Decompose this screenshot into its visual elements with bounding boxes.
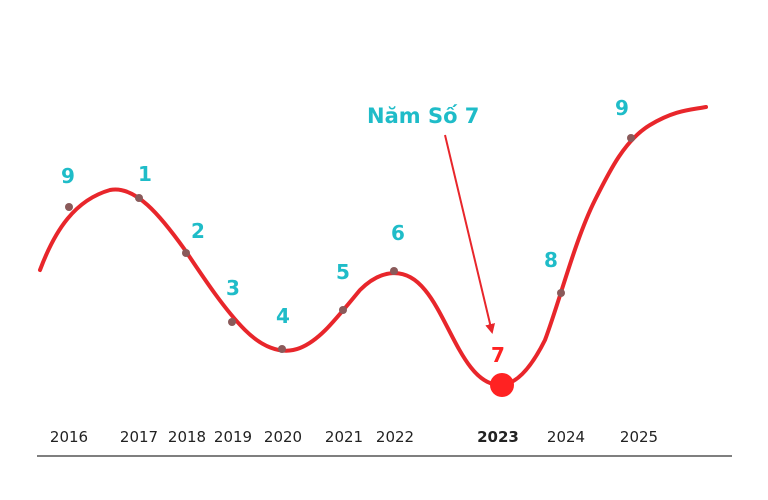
x-tick-label: 2019: [214, 428, 252, 446]
point-label: 2: [191, 219, 205, 243]
data-point: [228, 318, 236, 326]
x-tick-label: 2024: [547, 428, 585, 446]
point-label: 4: [276, 304, 290, 328]
point-label: 3: [226, 276, 240, 300]
data-point: [278, 345, 286, 353]
point-label: 9: [615, 96, 629, 120]
highlight-marker: [490, 373, 514, 397]
x-tick-label: 2017: [120, 428, 158, 446]
point-label: 8: [544, 248, 558, 272]
point-label: 5: [336, 260, 350, 284]
data-point: [390, 267, 398, 275]
data-point: [135, 194, 143, 202]
x-tick-label: 2022: [376, 428, 414, 446]
x-tick-label: 2020: [264, 428, 302, 446]
annotation-arrow: [444, 134, 496, 334]
point-label: 6: [391, 221, 405, 245]
annotation: Năm Số 7: [367, 104, 496, 334]
x-tick-label: 2018: [168, 428, 206, 446]
data-point: [182, 249, 190, 257]
x-tick-label: 2021: [325, 428, 363, 446]
data-point: [557, 289, 565, 297]
data-point: [627, 134, 635, 142]
data-point: [339, 306, 347, 314]
data-point: [65, 203, 73, 211]
x-tick-label: 2023: [477, 428, 519, 446]
point-label: 7: [491, 343, 505, 367]
trend-curve: [38, 105, 708, 387]
x-tick-label: 2025: [620, 428, 658, 446]
point-label: 1: [138, 162, 152, 186]
x-tick-label: 2016: [50, 428, 88, 446]
annotation-text: Năm Số 7: [367, 104, 479, 128]
point-label: 9: [61, 164, 75, 188]
